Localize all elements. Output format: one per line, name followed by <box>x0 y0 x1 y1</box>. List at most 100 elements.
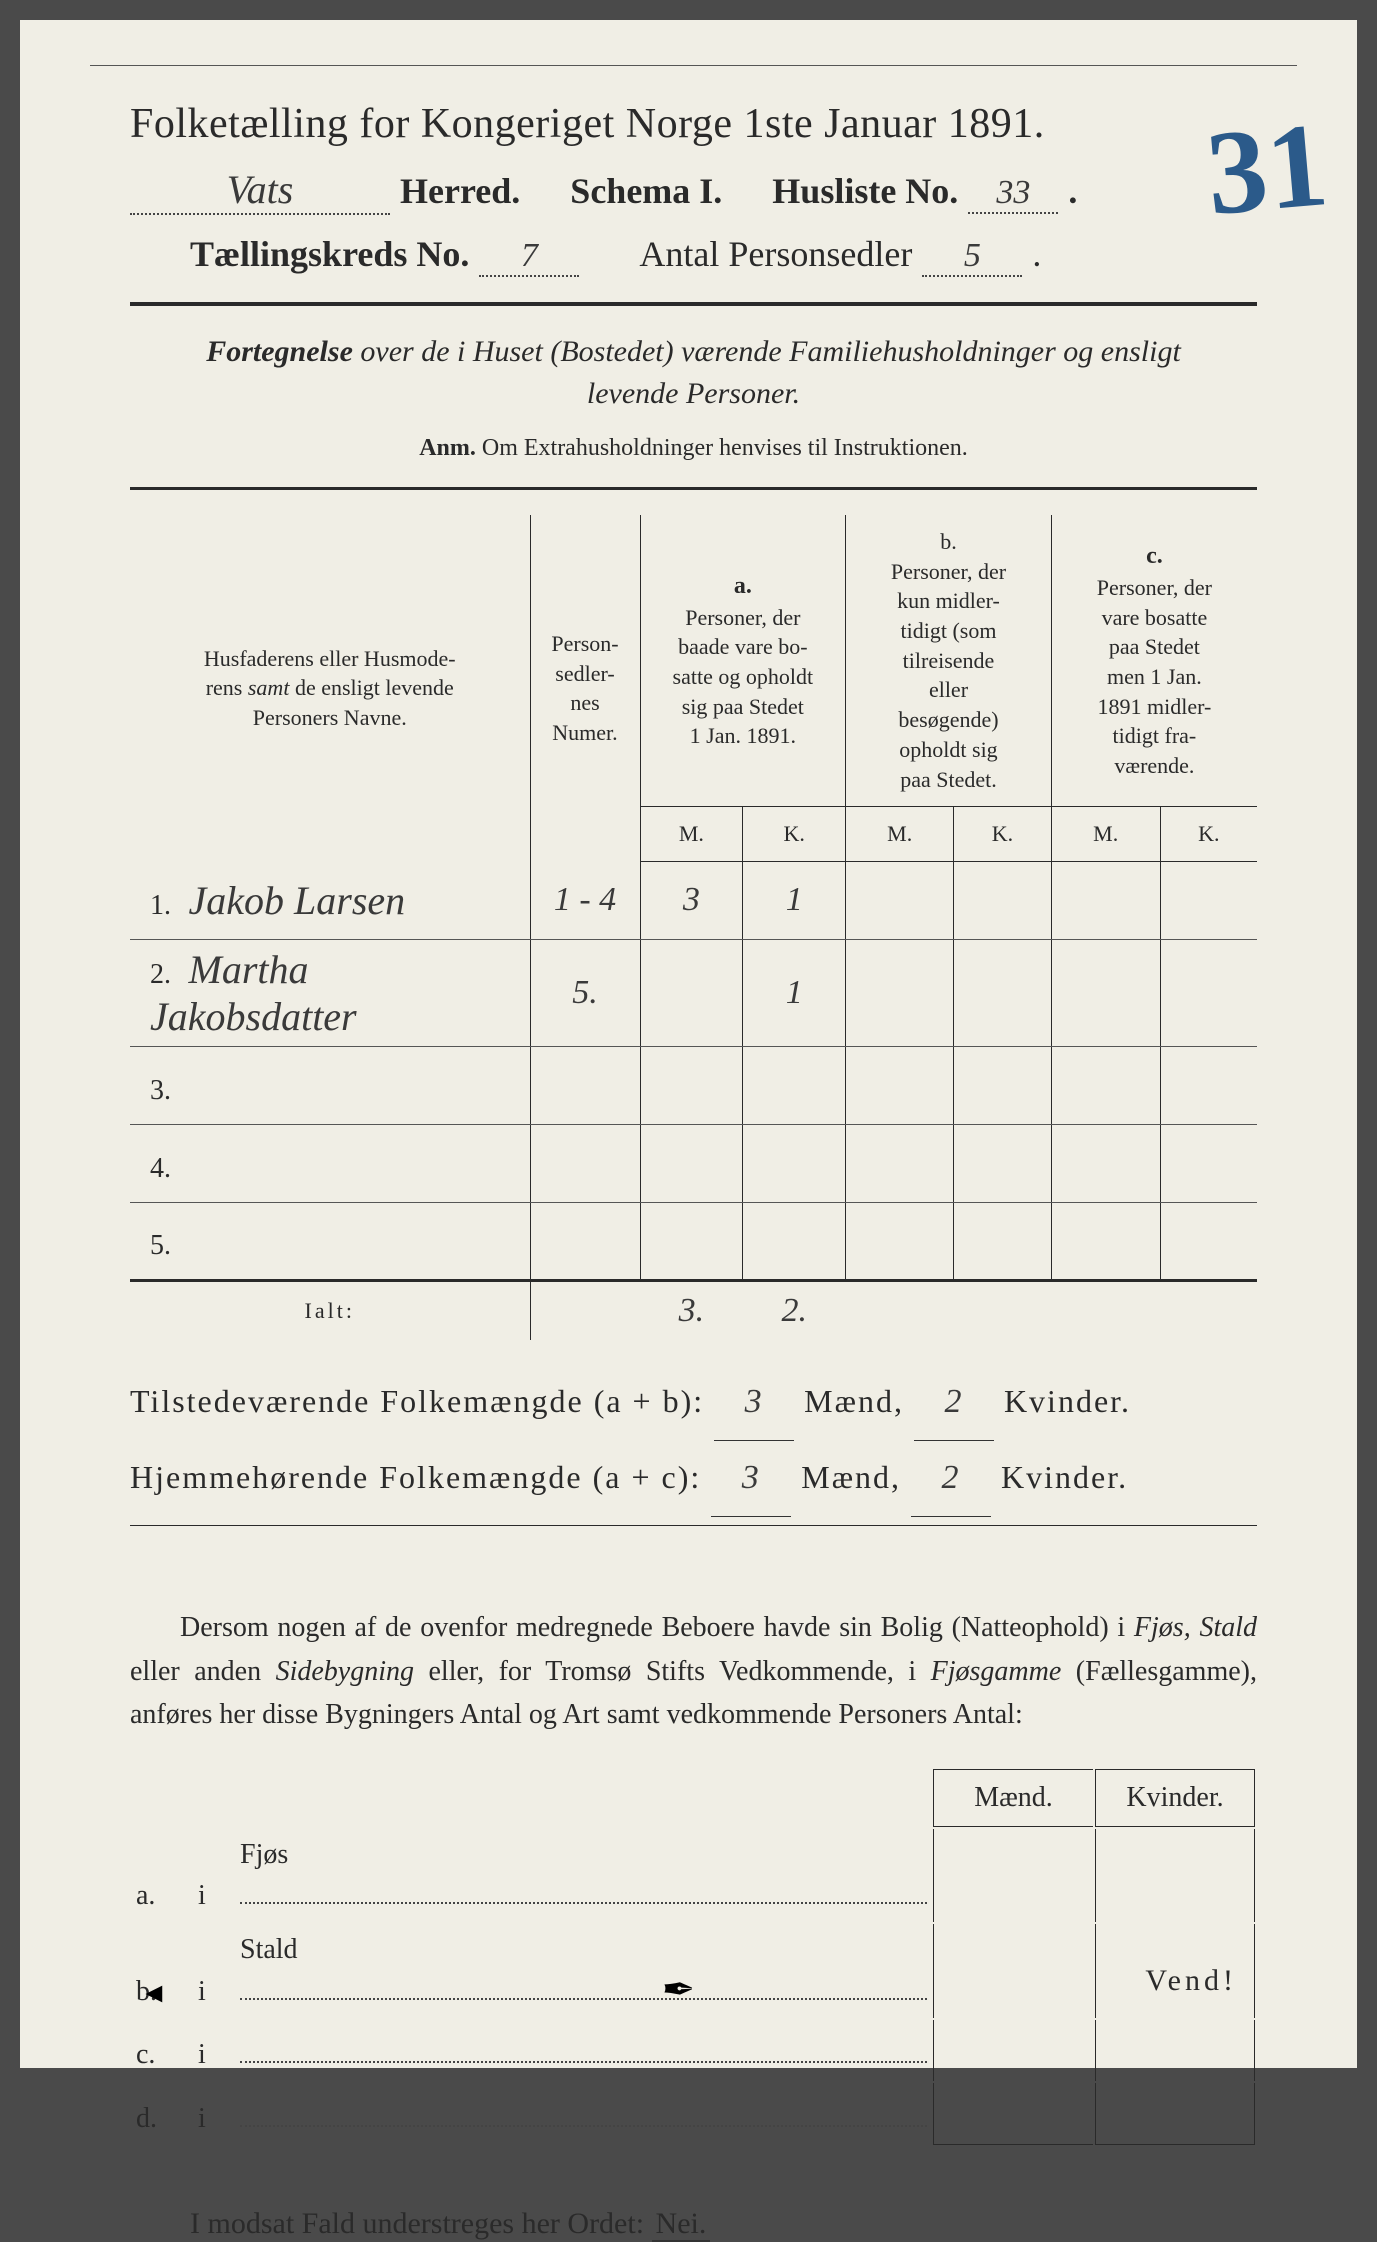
herred-value: Vats <box>227 167 294 212</box>
col-a-k: K. <box>743 807 846 862</box>
a-m-value: 3 <box>683 881 700 918</box>
row-number: 4. <box>150 1153 183 1184</box>
husliste-label: Husliste No. <box>772 170 958 212</box>
hjemme-k: 2 <box>942 1459 961 1496</box>
tilstede-k: 2 <box>944 1383 963 1420</box>
col-b-header: b. Personer, derkun midler-tidigt (somti… <box>846 515 1052 807</box>
table-row: 3. <box>130 1046 1257 1124</box>
hjemme-m: 3 <box>742 1459 761 1496</box>
out-label: Fjøs <box>240 1839 288 1870</box>
col-c-header: c. Personer, dervare bosattepaa Stedetme… <box>1051 515 1257 807</box>
out-k-cell <box>1095 1829 1255 1923</box>
out-m-cell <box>933 1829 1093 1923</box>
out-letter: d. <box>132 2083 192 2145</box>
vend-label: Vend! <box>1145 1964 1237 1998</box>
kreds-value: 7 <box>521 237 538 274</box>
ialt-row: Ialt: 3. 2. <box>130 1280 1257 1340</box>
out-kvinder-head: Kvinder. <box>1095 1769 1255 1827</box>
ink-mark-icon: ◄ <box>140 1978 168 2010</box>
col-a-m: M. <box>640 807 743 862</box>
outbuilding-table: Mænd. Kvinder. a.iFjøs b.iStald c.i d.i <box>130 1767 1257 2147</box>
kreds-label: Tællingskreds No. <box>190 233 469 275</box>
col-sedler-header: Person-sedler-nesNumer. <box>530 515 640 861</box>
col-c-m: M. <box>1051 807 1160 862</box>
ialt-ak: 2. <box>781 1292 807 1329</box>
dotted-fill <box>240 2030 927 2064</box>
outbuilding-row: d.i <box>132 2083 1255 2145</box>
sedler-value: 1 - 4 <box>554 881 616 918</box>
out-m-cell <box>933 2083 1093 2145</box>
form-title: Folketælling for Kongeriget Norge 1ste J… <box>130 100 1257 148</box>
out-maend-head: Mænd. <box>933 1769 1093 1827</box>
out-m-cell <box>933 2020 1093 2082</box>
rule-1 <box>130 302 1257 306</box>
personsedler-value: 5 <box>964 237 981 274</box>
person-name: Jakob Larsen <box>189 878 406 923</box>
maend-label-1: Mænd, <box>804 1383 904 1419</box>
outbuilding-row: a.iFjøs <box>132 1829 1255 1923</box>
table-row: 2. Martha Jakobsdatter5.1 <box>130 939 1257 1046</box>
row-number: 1. <box>150 890 183 921</box>
out-letter: a. <box>132 1829 192 1923</box>
census-form-page: 31 Folketælling for Kongeriget Norge 1st… <box>20 20 1357 2068</box>
out-letter: c. <box>132 2020 192 2082</box>
ink-blot-icon: ✒ <box>662 1966 696 2013</box>
out-k-cell <box>1095 2020 1255 2082</box>
out-i: i <box>194 2083 234 2145</box>
modsat-text: I modsat Fald understreges her Ordet: <box>190 2207 644 2240</box>
outbuilding-row: c.i <box>132 2020 1255 2082</box>
page-annotation-number: 31 <box>1201 95 1333 243</box>
maend-label-2: Mænd, <box>801 1459 901 1495</box>
row-number: 5. <box>150 1230 183 1261</box>
husliste-value: 33 <box>996 174 1030 211</box>
anm-label: Anm. <box>419 435 476 461</box>
col-names-header: Husfaderens eller Husmode-rens samt de e… <box>130 515 530 861</box>
personsedler-label: Antal Personsedler <box>639 233 912 275</box>
subtitle: Fortegnelse over de i Huset (Bostedet) v… <box>170 331 1217 415</box>
row-number: 3. <box>150 1075 183 1106</box>
a-k-value: 1 <box>786 881 803 918</box>
ialt-label: Ialt: <box>130 1280 530 1340</box>
modsat-line: I modsat Fald understreges her Ordet: Ne… <box>130 2207 1257 2241</box>
kvinder-label-1: Kvinder. <box>1004 1383 1131 1419</box>
table-row: 1. Jakob Larsen 1 - 4 3 1 <box>130 861 1257 939</box>
tilstede-label: Tilstedeværende Folkemængde (a + b): <box>130 1383 704 1419</box>
census-table: Husfaderens eller Husmode-rens samt de e… <box>130 515 1257 1340</box>
subtitle-fortegnelse: Fortegnelse <box>206 335 353 368</box>
outbuilding-paragraph: Dersom nogen af de ovenfor medregnede Be… <box>130 1606 1257 1736</box>
out-label: Stald <box>240 1934 298 1965</box>
rule-3 <box>130 1525 1257 1527</box>
col-c-k: K. <box>1160 807 1257 862</box>
out-i: i <box>194 1829 234 1923</box>
totals-block: Tilstedeværende Folkemængde (a + b): 3 M… <box>130 1365 1257 1517</box>
header-line-2: Vats Herred. Schema I. Husliste No. 33 . <box>130 166 1257 215</box>
sedler-value: 5. <box>572 974 598 1011</box>
out-k-cell <box>1095 2083 1255 2145</box>
out-i: i <box>194 1924 234 2018</box>
col-b-m: M. <box>846 807 954 862</box>
table-row: 4. <box>130 1124 1257 1202</box>
dotted-fill <box>240 1966 927 2000</box>
hjemme-label: Hjemmehørende Folkemængde (a + c): <box>130 1459 701 1495</box>
dotted-fill <box>240 2093 927 2127</box>
schema-label: Schema I. <box>570 170 722 212</box>
col-b-k: K. <box>954 807 1052 862</box>
dotted-fill <box>240 1871 927 1905</box>
ialt-am: 3. <box>679 1292 705 1329</box>
top-border <box>90 65 1297 66</box>
table-row: 5. <box>130 1202 1257 1280</box>
row-number: 2. <box>150 959 183 990</box>
out-i: i <box>194 2020 234 2082</box>
rule-2 <box>130 487 1257 490</box>
a-k-value: 1 <box>786 974 803 1011</box>
anm-line: Anm. Om Extrahusholdninger henvises til … <box>130 435 1257 462</box>
subtitle-rest: over de i Huset (Bostedet) værende Famil… <box>360 335 1180 410</box>
herred-label: Herred. <box>400 170 520 212</box>
header-line-3: Tællingskreds No. 7 Antal Personsedler 5… <box>130 233 1257 277</box>
tilstede-m: 3 <box>745 1383 764 1420</box>
kvinder-label-2: Kvinder. <box>1001 1459 1128 1495</box>
col-a-header: a. Personer, derbaade vare bo-satte og o… <box>640 515 846 807</box>
nei-word: Nei. <box>652 2207 711 2242</box>
out-m-cell <box>933 1924 1093 2018</box>
anm-text: Om Extrahusholdninger henvises til Instr… <box>482 435 968 461</box>
